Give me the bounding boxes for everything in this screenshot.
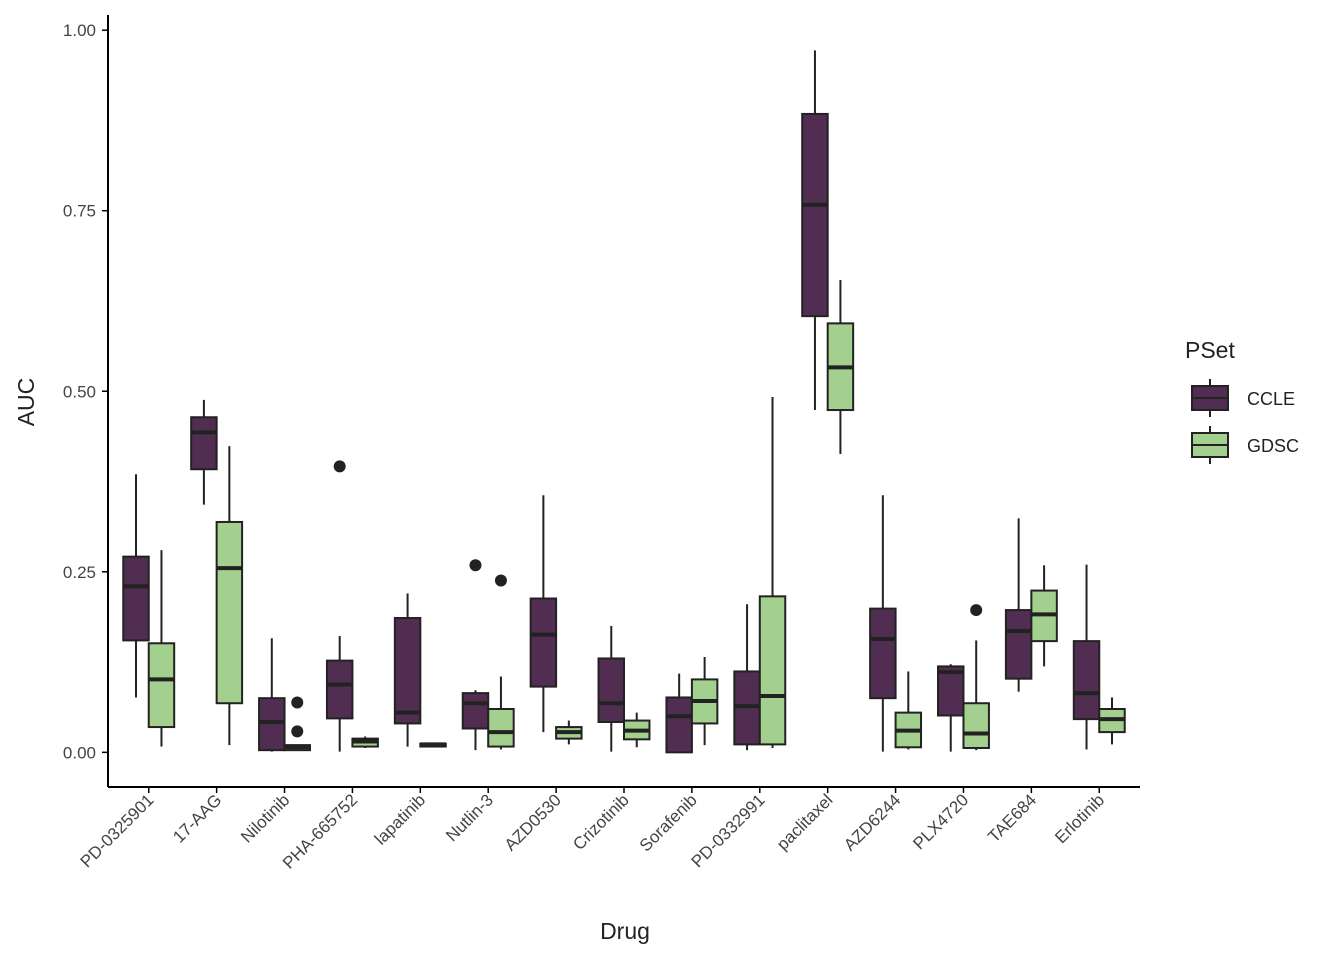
x-tick-label: lapatinib xyxy=(371,790,429,848)
box xyxy=(665,696,693,754)
y-tick-label: 0.00 xyxy=(63,743,96,762)
x-tick-label: Erlotinib xyxy=(1051,790,1108,847)
x-tick-label: paclitaxel xyxy=(773,790,837,854)
box xyxy=(487,708,515,748)
legend-label: GDSC xyxy=(1247,436,1299,456)
box xyxy=(937,665,965,717)
outlier xyxy=(333,460,346,473)
x-tick-label: Nutlin-3 xyxy=(442,790,497,845)
box xyxy=(1004,609,1033,680)
y-tick-label: 1.00 xyxy=(63,21,96,40)
box xyxy=(147,642,176,729)
outlier xyxy=(970,604,983,617)
box xyxy=(597,657,626,724)
x-tick-label: AZD0530 xyxy=(501,790,565,854)
x-tick-label: AZD6244 xyxy=(840,790,904,854)
box xyxy=(758,595,787,746)
box xyxy=(962,702,990,750)
outlier xyxy=(494,574,507,587)
x-tick-label: PLX4720 xyxy=(909,790,972,853)
box xyxy=(258,697,286,752)
outlier xyxy=(291,696,304,709)
outlier xyxy=(469,559,482,572)
box xyxy=(869,607,897,700)
outlier xyxy=(291,725,304,738)
x-tick-label: PD-0325901 xyxy=(77,790,158,871)
box xyxy=(393,617,422,725)
x-tick-label: 17-AAG xyxy=(169,790,225,846)
x-tick-label: Crizotinib xyxy=(569,790,633,854)
y-tick-label: 0.25 xyxy=(63,563,96,582)
y-axis-title: AUC xyxy=(13,378,39,427)
x-axis-title: Drug xyxy=(600,918,650,944)
x-tick-label: Nilotinib xyxy=(237,790,293,846)
box xyxy=(461,692,490,730)
x-tick-label: Sorafenib xyxy=(636,790,701,855)
box xyxy=(190,416,218,471)
legend-title: PSet xyxy=(1185,337,1235,363)
x-tick-label: TAE684 xyxy=(984,790,1040,846)
box xyxy=(215,520,244,705)
box xyxy=(122,555,150,642)
box xyxy=(1072,640,1101,721)
y-tick-label: 0.75 xyxy=(63,202,96,221)
box xyxy=(529,597,558,688)
box xyxy=(325,659,354,720)
legend-label: CCLE xyxy=(1247,389,1295,409)
x-tick-label: PD-0332991 xyxy=(688,790,769,871)
y-tick-label: 0.50 xyxy=(63,382,96,401)
box xyxy=(801,112,829,318)
